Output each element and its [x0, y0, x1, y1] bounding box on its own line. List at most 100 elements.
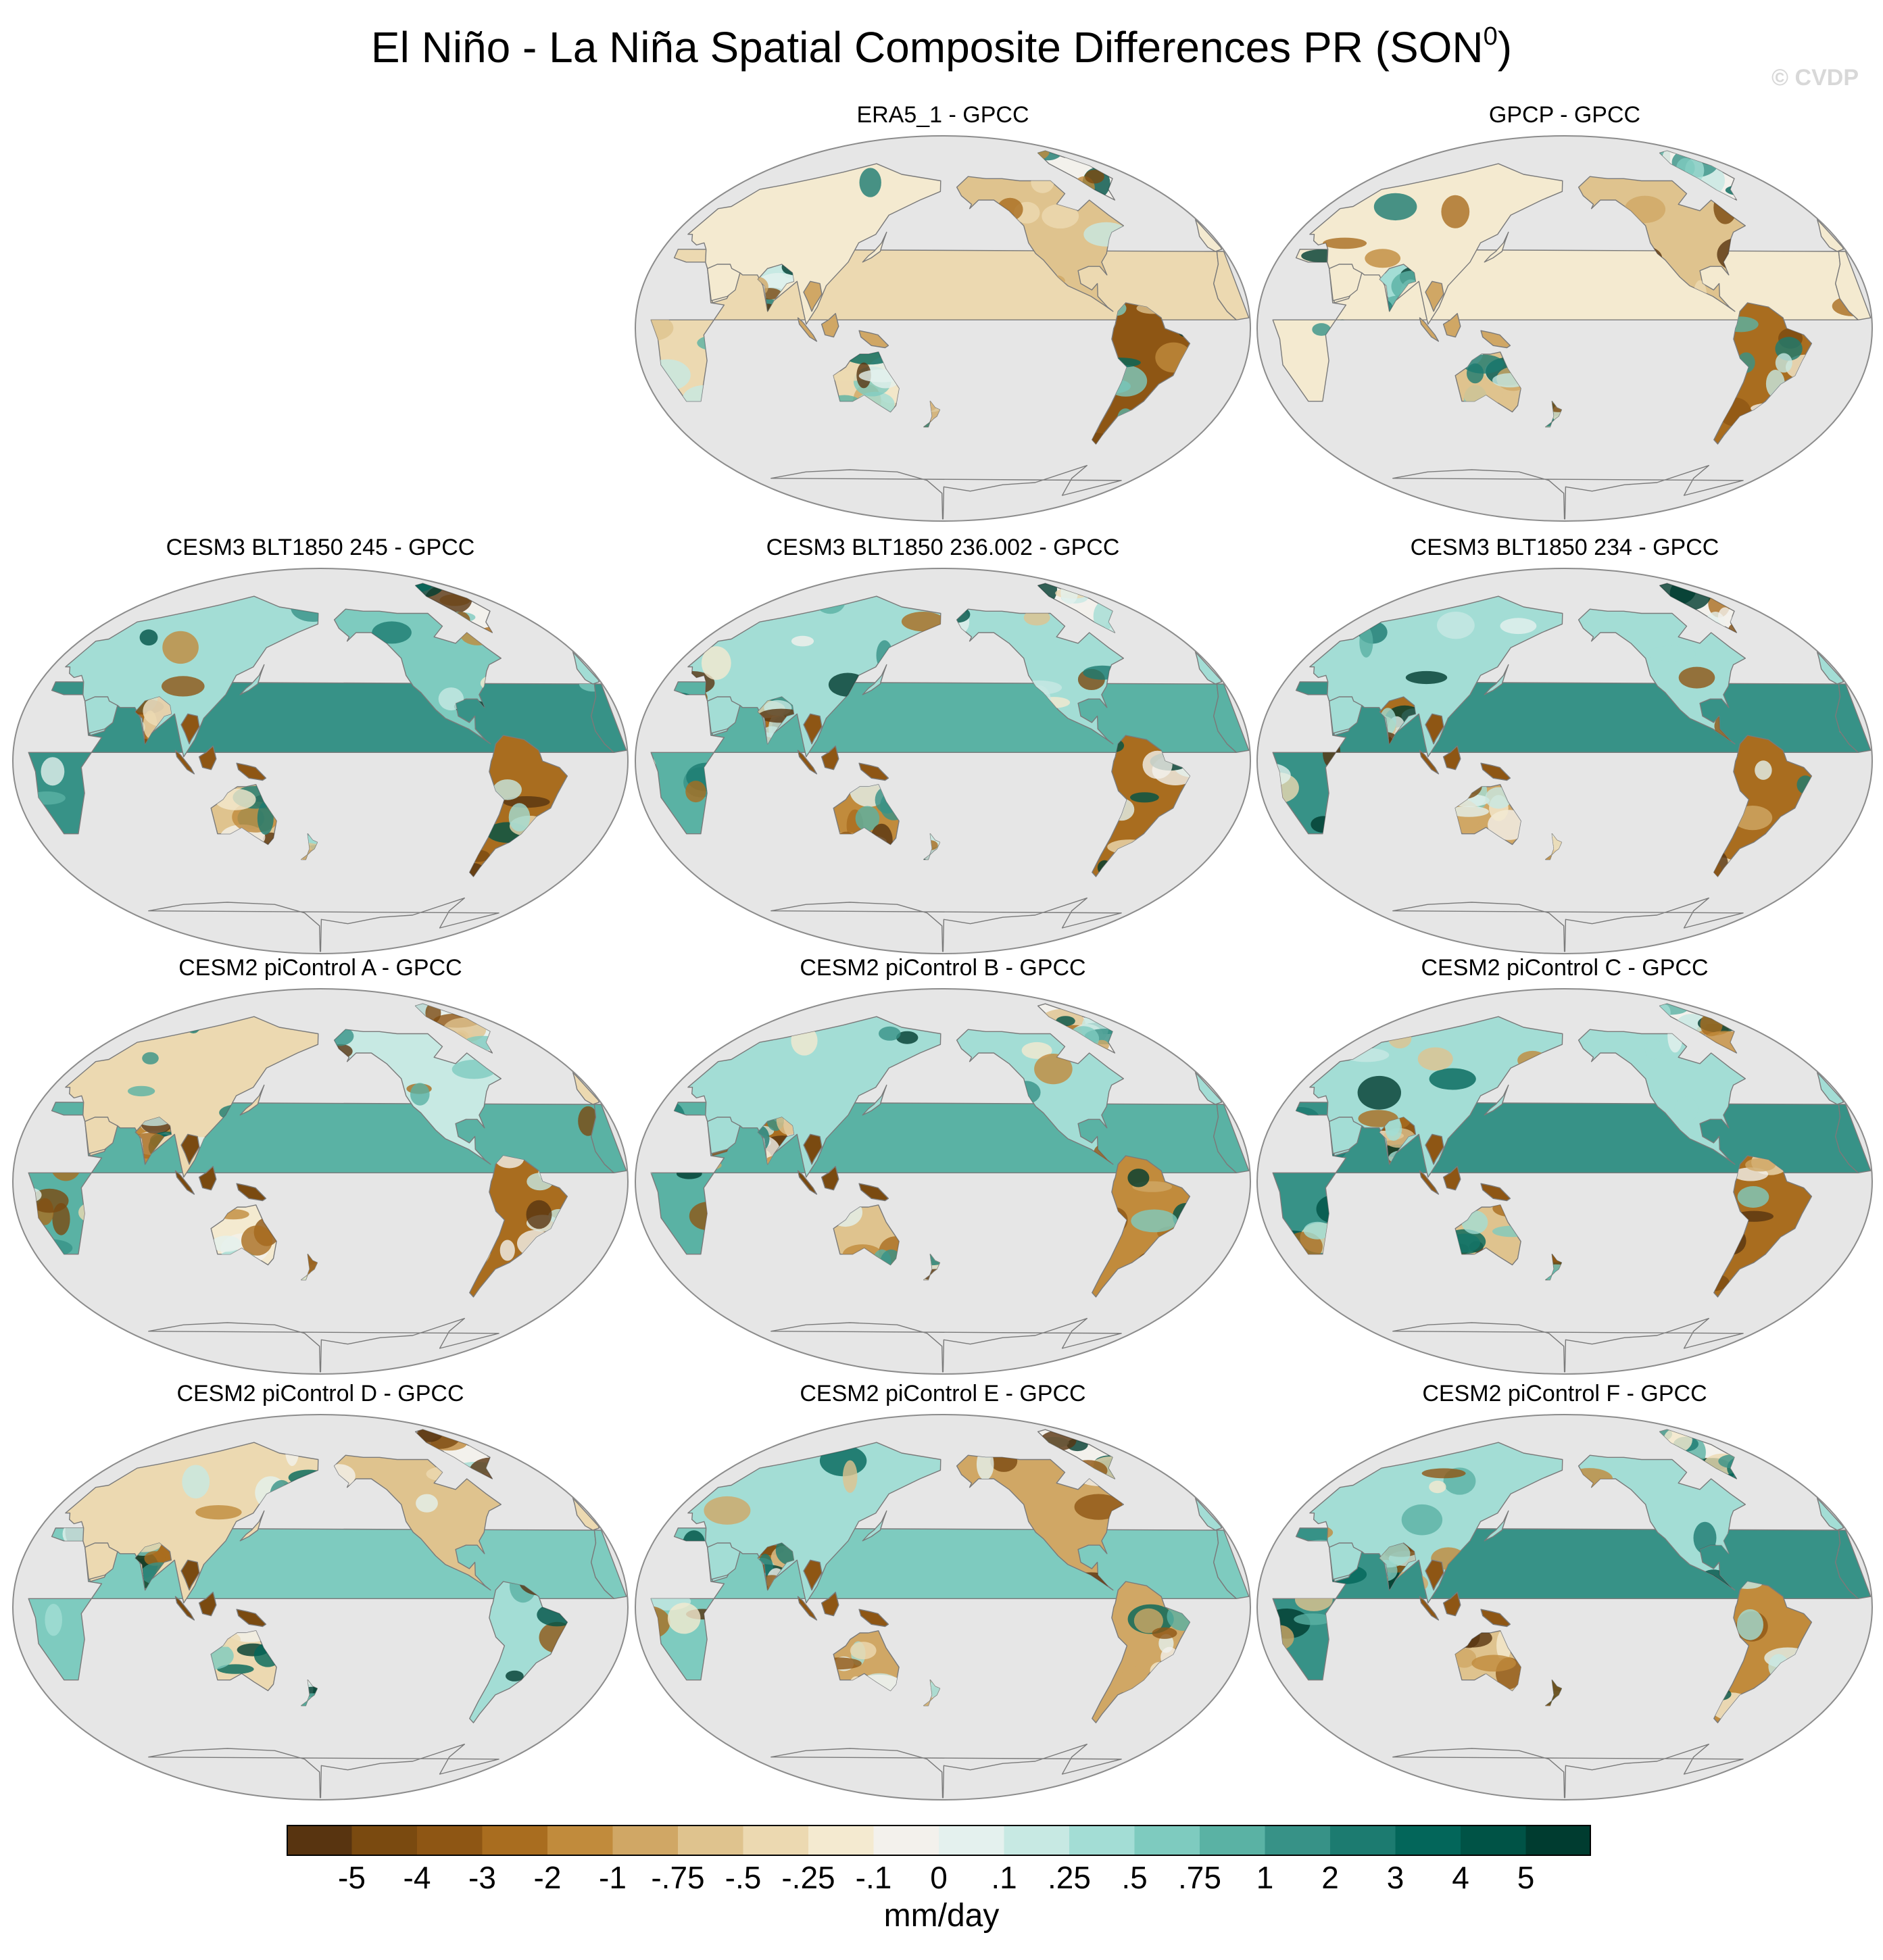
landmass-samerica [1713, 1155, 1813, 1298]
landmass-seasia [803, 1133, 823, 1165]
landmass-newguinea [858, 1183, 889, 1202]
map-panel-title: CESM2 piControl F - GPCC [1422, 1381, 1707, 1406]
anomaly-patch [1678, 666, 1715, 689]
landmass-eurasia_w [1816, 651, 1844, 685]
world-map [1256, 988, 1873, 1375]
map-panel-title: CESM2 piControl D - GPCC [176, 1381, 464, 1406]
anomaly-patch [1127, 1169, 1150, 1187]
colorbar-swatch [1134, 1825, 1200, 1856]
colorbar-tick-label: -3 [468, 1860, 496, 1895]
colorbar-swatch [1265, 1825, 1331, 1856]
map-border [1256, 135, 1873, 522]
landmass-namerica [956, 1029, 1124, 1165]
colorbar-tick-label: .25 [1048, 1860, 1091, 1895]
figure-title: El Niño - La Niña Spatial Composite Diff… [370, 22, 1513, 72]
colorbar-swatch [547, 1825, 614, 1856]
map-panel: CESM2 piControl B - GPCC [632, 954, 1254, 1380]
landmass-newguinea [1480, 1183, 1511, 1202]
landmass-seasia [1425, 1559, 1444, 1591]
map-border [12, 568, 629, 954]
landmass-newguinea [858, 762, 889, 781]
anomaly-patch [1500, 618, 1537, 635]
landmass-seasia [1425, 1133, 1444, 1165]
landmass-sumatra [797, 317, 818, 342]
landmass-africa_w [591, 1104, 627, 1173]
landmass-eurasia_w [1194, 651, 1223, 685]
anomaly-patch [211, 1642, 234, 1670]
landmass-borneo [1442, 1166, 1461, 1191]
world-map [635, 568, 1251, 954]
landmass-japan [1484, 231, 1509, 263]
landmass-japan [1484, 1510, 1509, 1542]
landmass-africa_w [1213, 683, 1250, 753]
landmass-sumatra [1419, 1596, 1440, 1621]
colorbar-tick-label: .75 [1178, 1860, 1221, 1895]
landmass-japan [862, 1084, 887, 1116]
anomaly-patch [791, 635, 814, 647]
landmass-antarctica [771, 465, 1122, 520]
colorbar-swatch [873, 1825, 939, 1856]
landmass-africa [650, 1102, 1237, 1255]
colorbar-tick-label: .1 [991, 1860, 1017, 1895]
anomaly-patch [1417, 1047, 1453, 1071]
anomaly-patch [136, 1117, 172, 1127]
world-map [12, 568, 629, 954]
landmass-newguinea [1480, 330, 1511, 349]
landmass-arabia [84, 1117, 118, 1154]
anomaly-patch [1644, 1039, 1663, 1060]
anomaly-patch [1745, 1158, 1776, 1172]
landmass-eurasia_w [1194, 218, 1223, 252]
landmass-africa [1272, 249, 1859, 402]
landmass-borneo [1442, 1592, 1461, 1617]
landmass-namerica [1578, 176, 1746, 312]
colorbar-tick-label: -.5 [725, 1860, 762, 1895]
landmass-seasia [180, 1133, 200, 1165]
landmass-antarctica [771, 1744, 1122, 1798]
landmass-eurasia [65, 1016, 319, 1178]
map-border [635, 135, 1251, 522]
anomaly-patch [416, 1494, 438, 1513]
map-panel-title: ERA5_1 - GPCC [856, 102, 1029, 128]
world-map [1256, 568, 1873, 954]
landmass-eurasia_w [572, 1071, 600, 1105]
anomaly-patch [859, 168, 881, 197]
map-panel: CESM2 piControl C - GPCC [1254, 954, 1876, 1380]
landmass-africa_w [1835, 1529, 1872, 1599]
anomaly-patch [667, 1602, 701, 1634]
map-panel-title: CESM2 piControl C - GPCC [1421, 955, 1709, 981]
anomaly-patch [182, 1465, 210, 1499]
anomaly-patch [1359, 627, 1373, 658]
landmass-africa [28, 1102, 614, 1255]
map-panel-title: CESM3 BLT1850 236.002 - GPCC [766, 535, 1120, 560]
anomaly-patch [1074, 1494, 1123, 1520]
anomaly-patch [833, 1657, 862, 1670]
anomaly-patch [144, 1551, 166, 1566]
world-map [635, 1414, 1251, 1800]
landmass-japan [862, 231, 887, 263]
anomaly-patch [704, 1496, 751, 1525]
map-panel-title: CESM2 piControl E - GPCC [800, 1381, 1086, 1406]
map-border [635, 1414, 1251, 1800]
landmass-arabia [706, 1542, 741, 1580]
anomaly-patch [217, 1664, 254, 1674]
anomaly-patch [1379, 1543, 1411, 1568]
landmass-eurasia_w [1816, 218, 1844, 252]
colorbar-tick-label: -.25 [781, 1860, 835, 1895]
landmass-sumatra [174, 1170, 195, 1195]
landmass-namerica [956, 1454, 1124, 1591]
landmass-antarctica [148, 898, 499, 952]
anomaly-patches [1343, 1028, 1550, 1173]
landmass-japan [1484, 664, 1509, 695]
landmass-seasia [803, 713, 823, 745]
anomaly-patch [855, 806, 880, 831]
landmass-africa [28, 681, 614, 835]
landmass-newguinea [236, 762, 267, 781]
landmass-samerica [1713, 1581, 1813, 1723]
anomaly-patch [495, 1156, 524, 1169]
anomaly-patch [850, 1642, 877, 1660]
landmass-arabia [84, 696, 118, 734]
landmass-newguinea [858, 330, 889, 349]
landmass-arabia [1328, 264, 1363, 301]
anomaly-patch [1357, 1075, 1401, 1110]
landmass-borneo [821, 1166, 839, 1191]
